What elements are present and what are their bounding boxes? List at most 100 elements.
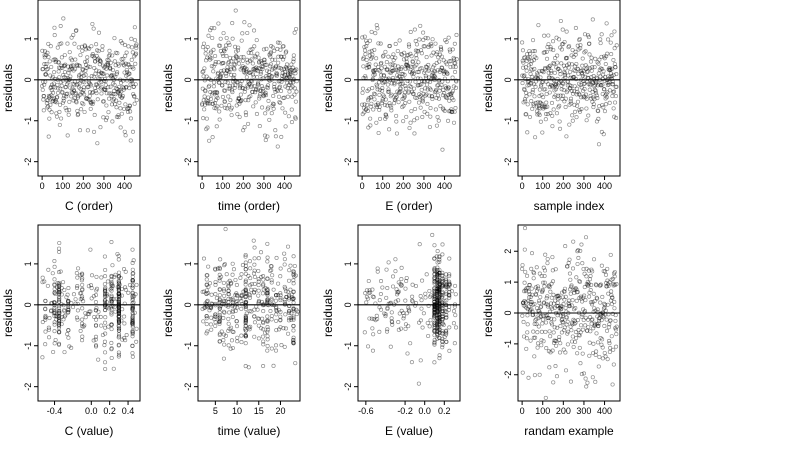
scatter-point [226,316,231,321]
scatter-point [40,87,45,92]
scatter-point [428,106,433,111]
scatter-point [40,319,45,325]
scatter-point [116,309,122,314]
scatter-point [377,298,382,303]
scatter-point [580,68,585,73]
scatter-point [131,84,136,89]
scatter-point [436,96,442,101]
scatter-point [284,49,289,54]
scatter-point [523,289,528,294]
scatter-point [577,109,583,114]
scatter-point [56,65,62,70]
scatter-point [575,289,580,295]
scatter-point [589,321,594,326]
scatter-point [282,95,287,100]
scatter-point [528,299,533,305]
scatter-point [599,313,604,318]
scatter-point [388,94,393,99]
scatter-point [431,315,437,320]
scatter-point [79,107,84,112]
scatter-point [220,83,225,88]
scatter-point [410,70,415,75]
scatter-point [434,123,439,128]
scatter-point [579,296,584,301]
scatter-point [607,66,612,71]
scatter-point [607,338,612,344]
scatter-point [285,72,291,77]
scatter-point [80,282,85,287]
scatter-point [553,363,558,369]
scatter-point [422,44,427,49]
scatter-point [43,329,48,334]
scatter-point [396,319,401,325]
scatter-point [58,23,63,29]
scatter-point [454,57,459,62]
scatter-point [219,274,224,279]
scatter-point [221,298,226,303]
scatter-point [530,302,535,307]
scatter-point [435,260,440,265]
y-tick-label: 1 [503,36,513,41]
scatter-point [560,317,565,322]
scatter-point [520,263,525,268]
scatter-point [593,81,598,86]
scatter-point [256,279,261,284]
scatter-point [58,66,63,71]
scatter-point [239,333,244,338]
scatter-point [587,41,592,46]
scatter-point [123,285,128,290]
scatter-point [435,326,440,331]
scatter-point [282,297,287,302]
scatter-point [130,317,135,322]
scatter-point [115,89,120,94]
scatter-point [66,70,71,75]
scatter-point [432,63,437,68]
scatter-point [256,300,261,305]
scatter-point [583,298,588,303]
scatter-point [103,87,108,93]
scatter-point [118,106,123,111]
scatter-point [243,320,248,326]
scatter-point [255,68,260,73]
scatter-point [209,92,215,97]
scatter-point [52,313,57,318]
scatter-point [380,88,385,93]
scatter-point [532,54,537,59]
scatter-point [209,327,214,332]
scatter-point [201,319,206,324]
scatter-point [593,308,598,313]
scatter-point [57,109,62,115]
scatter-point [432,269,437,274]
scatter-point [538,314,543,319]
scatter-point [286,318,292,323]
scatter-point [417,82,422,87]
scatter-point [66,286,71,291]
scatter-point [595,96,600,101]
scatter-point [256,268,261,274]
scatter-point [550,113,555,118]
scatter-point [370,68,376,73]
scatter-point [577,279,582,284]
scatter-point [597,57,602,62]
scatter-point [61,98,66,103]
scatter-point [243,295,248,300]
scatter-point [52,283,57,288]
scatter-point [435,290,440,295]
scatter-point [385,286,390,291]
scatter-point [601,313,606,318]
scatter-point [265,325,270,330]
scatter-point [395,89,400,94]
scatter-point [240,263,245,268]
scatter-point [437,290,442,295]
scatter-point [608,252,613,257]
scatter-point [435,288,440,293]
scatter-point [565,319,570,324]
scatter-point [58,80,63,85]
scatter-point [240,65,245,70]
scatter-point [282,70,288,75]
scatter-point [212,106,217,111]
scatter-point [550,84,555,89]
scatter-point [108,60,113,65]
scatter-point [112,274,117,279]
scatter-points [520,226,619,400]
